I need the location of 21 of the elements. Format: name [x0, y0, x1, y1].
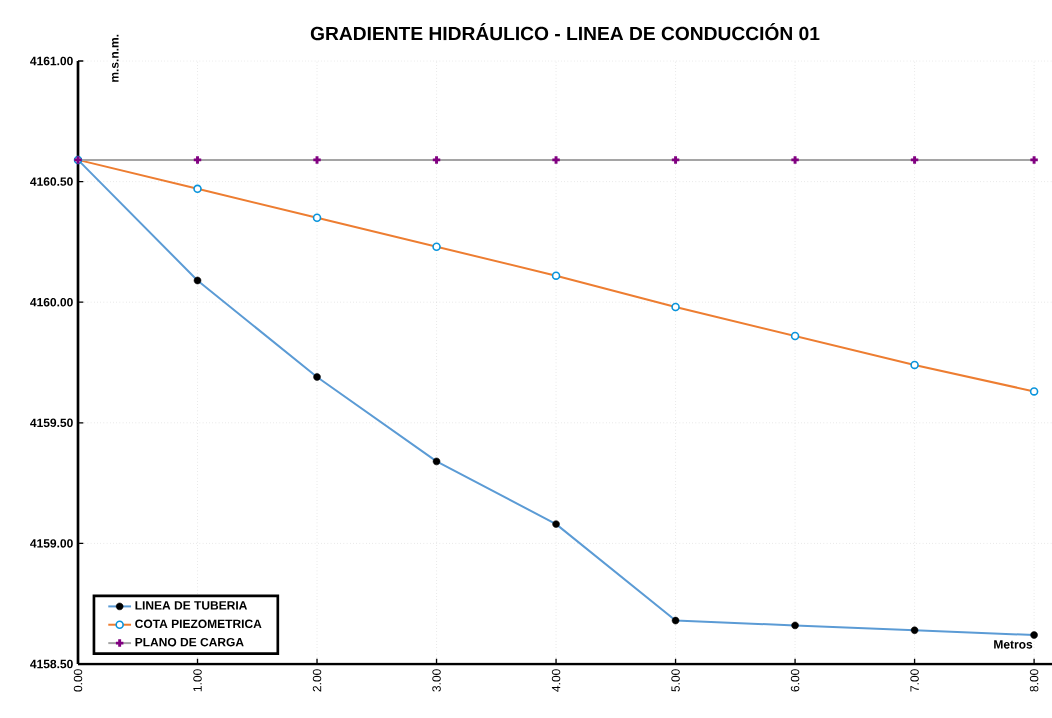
- chart-title: GRADIENTE HIDRÁULICO - LINEA DE CONDUCCIÓN 01: [310, 23, 820, 41]
- x-axis-title: Metros: [994, 640, 1033, 649]
- x-tick-label: 5.00: [671, 669, 680, 692]
- legend-label: PLANO DE CARGA: [135, 637, 244, 647]
- x-tick-label: 8.00: [1029, 669, 1039, 692]
- y-tick-label: 4159.50: [30, 418, 73, 428]
- y-tick-label: 4159.00: [30, 539, 73, 548]
- x-tick-label: 7.00: [910, 669, 919, 692]
- x-tick-label: 4.00: [551, 669, 561, 692]
- y-tick-label: 4160.50: [30, 177, 73, 186]
- legend-label: LINEA DE TUBERIA: [135, 601, 248, 610]
- y-tick-label: 4160.00: [30, 297, 73, 307]
- y-tick-label: 4158.50: [30, 659, 73, 669]
- legend-label: COTA PIEZOMETRICA: [135, 619, 262, 629]
- x-tick-label: 0.00: [73, 669, 83, 692]
- x-tick-label: 6.00: [790, 669, 800, 692]
- x-tick-label: 3.00: [432, 669, 441, 692]
- y-axis-title: m.s.n.m.: [112, 34, 119, 82]
- x-tick-label: 2.00: [312, 669, 322, 692]
- y-tick-label: 4161.00: [30, 56, 73, 66]
- x-tick-label: 1.00: [193, 669, 202, 692]
